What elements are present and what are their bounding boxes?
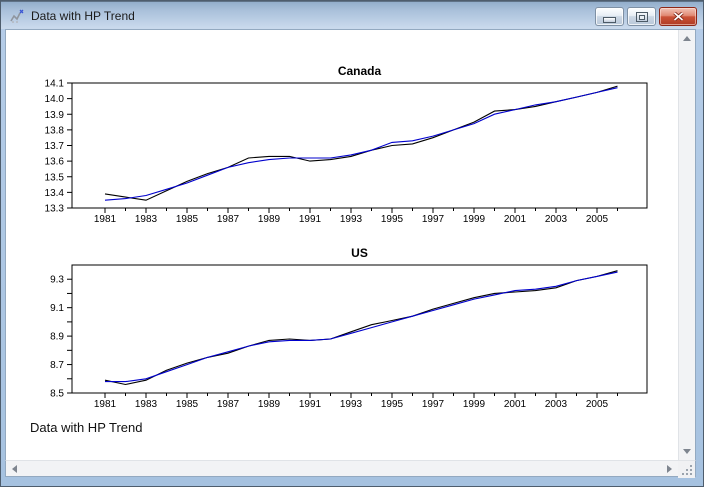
x-tick-label: 1995 bbox=[381, 399, 404, 410]
x-tick-label: 1985 bbox=[176, 399, 199, 410]
x-tick-label: 1991 bbox=[299, 399, 322, 410]
actual-series-line bbox=[104, 270, 618, 386]
scroll-down-button[interactable] bbox=[679, 443, 696, 460]
resize-grip[interactable] bbox=[678, 461, 695, 478]
plot-box bbox=[71, 82, 648, 209]
y-tick-label: 13.6 bbox=[45, 157, 65, 168]
x-tick-label: 2001 bbox=[504, 399, 527, 410]
x-tick-label: 1997 bbox=[422, 214, 445, 225]
y-tick-label: 8.7 bbox=[50, 360, 64, 371]
y-tick-label: 9.1 bbox=[50, 303, 64, 314]
chart-title: US bbox=[351, 246, 368, 260]
x-tick-label: 1983 bbox=[135, 214, 158, 225]
restore-icon bbox=[635, 11, 648, 22]
x-tick-label: 1989 bbox=[258, 214, 281, 225]
y-tick-label: 13.4 bbox=[45, 188, 65, 199]
triangle-up-icon bbox=[683, 36, 691, 41]
y-tick-label: 8.5 bbox=[50, 389, 64, 400]
y-tick-label: 14.1 bbox=[45, 79, 65, 90]
x-tick-label: 1981 bbox=[94, 399, 117, 410]
x-tick-label: 1995 bbox=[381, 214, 404, 225]
window-controls bbox=[595, 7, 697, 26]
y-tick-label: 13.9 bbox=[45, 110, 65, 121]
graph-caption: Data with HP Trend bbox=[30, 420, 143, 435]
y-tick-label: 13.8 bbox=[45, 125, 65, 136]
scroll-right-button[interactable] bbox=[661, 460, 678, 477]
triangle-down-icon bbox=[683, 449, 691, 454]
window-body: Canada 13.3 13.4 13.5 13.6 13.7 13.8 13.9 14.0 14… bbox=[5, 29, 696, 460]
y-tick-label: 8.9 bbox=[50, 332, 64, 343]
x-tick-label: 1987 bbox=[217, 399, 240, 410]
canada-chart-svg: Canada 13.3 13.4 13.5 13.6 13.7 13.8 13.9 14.0 14… bbox=[45, 64, 648, 225]
vertical-scrollbar[interactable] bbox=[678, 30, 695, 460]
y-tick-label: 13.3 bbox=[45, 204, 65, 215]
horizontal-scrollbar[interactable] bbox=[6, 461, 678, 476]
titlebar[interactable]: Data with HP Trend bbox=[1, 1, 703, 29]
x-tick-label: 2005 bbox=[586, 399, 609, 410]
scroll-left-button[interactable] bbox=[6, 460, 23, 477]
y-tick-label: 13.5 bbox=[45, 172, 65, 183]
x-tick-label: 1999 bbox=[463, 399, 486, 410]
triangle-left-icon bbox=[12, 464, 17, 473]
x-tick-label: 1993 bbox=[340, 399, 363, 410]
x-tick-label: 2005 bbox=[586, 214, 609, 225]
y-tick-label: 14.0 bbox=[45, 94, 65, 105]
plot-box bbox=[71, 264, 648, 394]
restore-button[interactable] bbox=[627, 7, 656, 26]
chart-title: Canada bbox=[338, 64, 382, 78]
y-tick-label: 13.7 bbox=[45, 141, 65, 152]
us-chart-svg: US 8.5 8.7 8.9 9.1 9.3 1981 1983 1985 1987 1989 199… bbox=[50, 246, 648, 410]
x-tick-label: 2003 bbox=[545, 399, 568, 410]
window-title: Data with HP Trend bbox=[31, 8, 135, 23]
x-tick-label: 2001 bbox=[504, 214, 527, 225]
x-tick-label: 1985 bbox=[176, 214, 199, 225]
x-tick-label: 1981 bbox=[94, 214, 117, 225]
x-tick-label: 1997 bbox=[422, 399, 445, 410]
scroll-up-button[interactable] bbox=[679, 30, 696, 47]
resize-grip-icon bbox=[690, 473, 692, 475]
close-icon bbox=[672, 12, 684, 21]
minimize-button[interactable] bbox=[595, 7, 624, 26]
graph-content-area: Canada 13.3 13.4 13.5 13.6 13.7 13.8 13.9 14.0 14… bbox=[6, 30, 678, 460]
x-tick-label: 1987 bbox=[217, 214, 240, 225]
triangle-right-icon bbox=[667, 464, 672, 473]
hp_trend-series-line bbox=[104, 87, 618, 201]
y-tick-label: 9.3 bbox=[50, 275, 64, 286]
close-button[interactable] bbox=[659, 7, 697, 26]
us-chart[interactable]: US 8.5 8.7 8.9 9.1 9.3 1981 1983 1985 1987 1989 199… bbox=[28, 240, 668, 425]
x-tick-label: 1989 bbox=[258, 399, 281, 410]
graph-icon bbox=[8, 8, 25, 24]
x-tick-label: 1993 bbox=[340, 214, 363, 225]
x-tick-label: 1991 bbox=[299, 214, 322, 225]
canada-chart[interactable]: Canada 13.3 13.4 13.5 13.6 13.7 13.8 13.9 14.0 14… bbox=[28, 58, 668, 241]
x-tick-label: 1999 bbox=[463, 214, 486, 225]
x-tick-label: 1983 bbox=[135, 399, 158, 410]
x-tick-label: 2003 bbox=[545, 214, 568, 225]
minimize-icon bbox=[603, 16, 616, 23]
hp_trend-series-line bbox=[105, 271, 618, 383]
actual-series-line bbox=[104, 85, 618, 201]
bottom-bar bbox=[5, 460, 696, 478]
